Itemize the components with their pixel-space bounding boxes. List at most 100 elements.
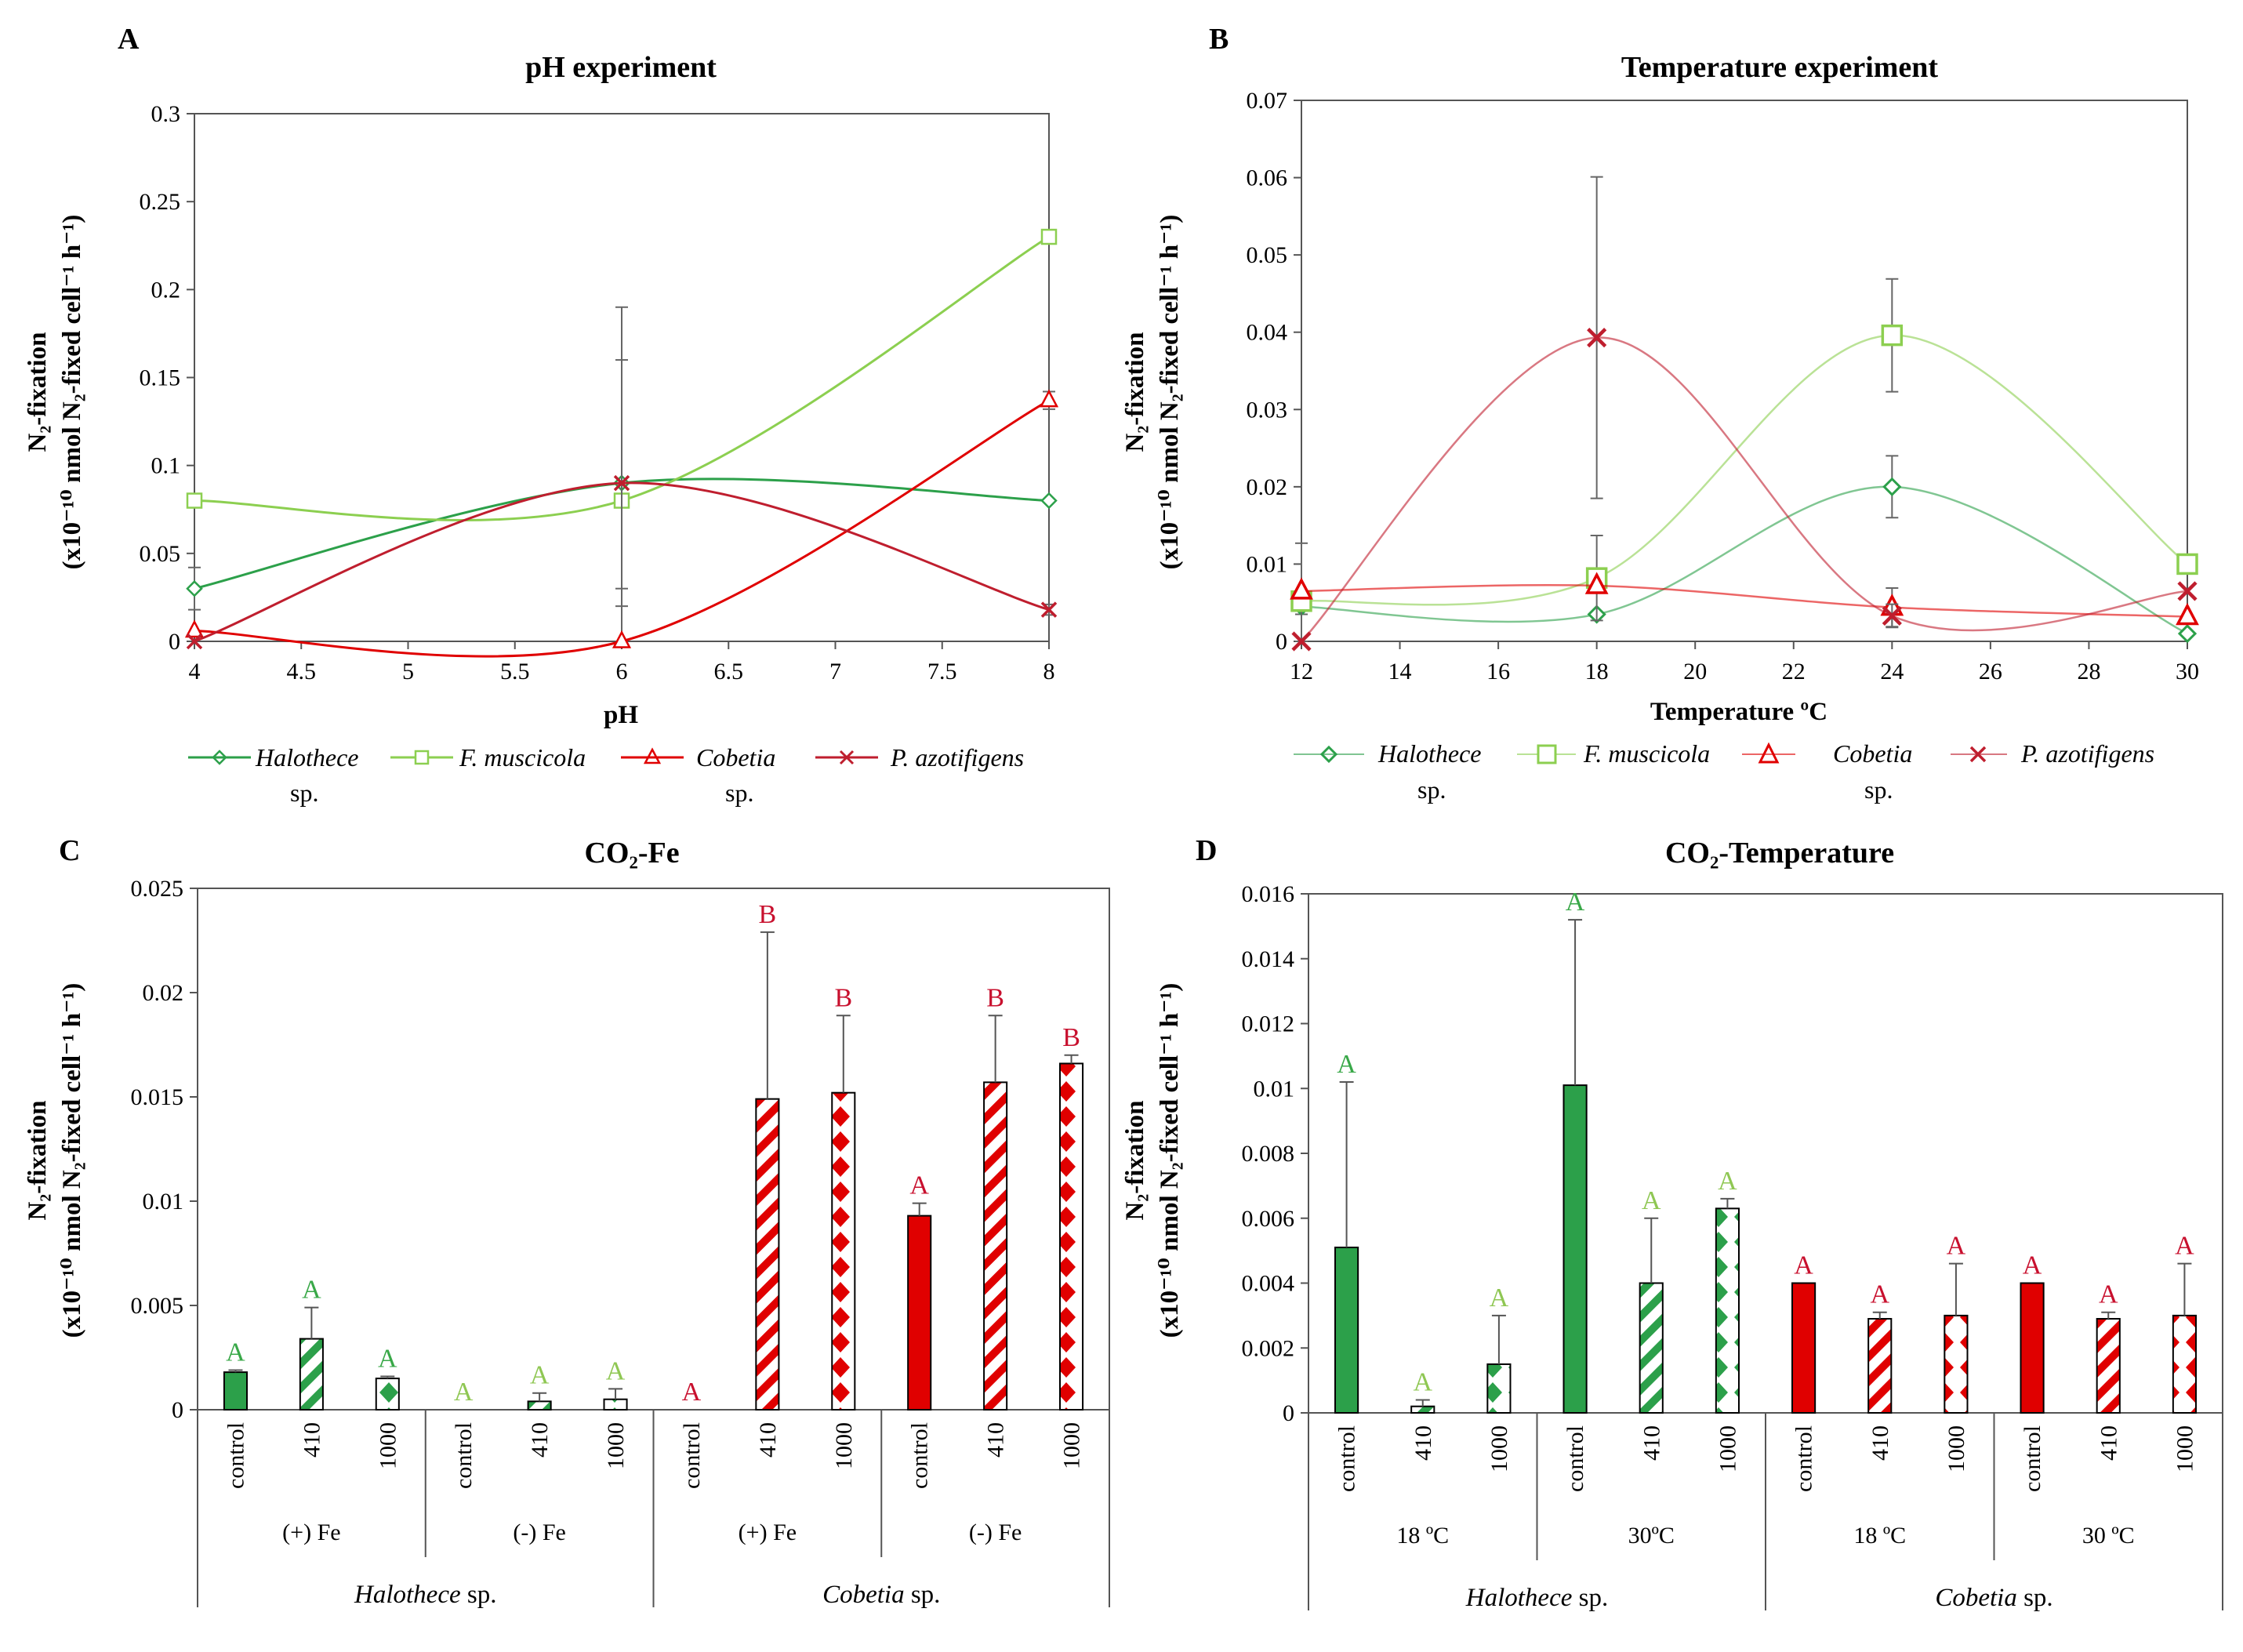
y-tick-label: 0.02 bbox=[143, 980, 184, 1006]
significance-letter: B bbox=[1062, 1023, 1080, 1052]
y-tick-label: 0.3 bbox=[151, 101, 181, 127]
y-axis-label-c: N₂-fixation (x10⁻¹⁰ nmol N₂-fixed cell⁻¹… bbox=[24, 983, 86, 1338]
x-category-label: 1000 bbox=[1059, 1422, 1085, 1469]
significance-letter: A bbox=[1490, 1283, 1509, 1313]
plot-area bbox=[1301, 100, 2188, 642]
data-point-marker bbox=[613, 474, 630, 492]
x-tick-label: 18 bbox=[1585, 659, 1609, 684]
group-label: 18 ºC bbox=[1396, 1523, 1449, 1549]
x-tick-label: 28 bbox=[2077, 659, 2100, 684]
data-point-marker bbox=[612, 630, 632, 648]
data-point-marker bbox=[1587, 328, 1607, 348]
y-tick-label: 0.04 bbox=[1247, 320, 1288, 346]
legend-label: Cobetia bbox=[696, 743, 775, 772]
x-tick-label: 12 bbox=[1290, 659, 1313, 684]
y-axis-label-line2: (x10⁻¹⁰ nmol N₂-fixed cell⁻¹ h⁻¹) bbox=[1156, 983, 1184, 1338]
data-point-marker bbox=[2176, 602, 2199, 626]
group-label: (-) Fe bbox=[969, 1519, 1022, 1545]
bar bbox=[603, 1398, 628, 1411]
legend-b: Halothece sp. F. muscicola Cobetia sp. P… bbox=[1294, 739, 2154, 804]
legend-a: Halothece sp. F. muscicola Cobetia sp. P… bbox=[188, 743, 1024, 807]
bar bbox=[375, 1378, 400, 1411]
significance-letter: A bbox=[1947, 1232, 1966, 1261]
x-tick-label: 8 bbox=[1043, 659, 1055, 684]
data-point-marker bbox=[1291, 631, 1312, 652]
significance-letter: A bbox=[606, 1356, 626, 1385]
series-line bbox=[1301, 584, 2188, 618]
x-axis-label-a: pH bbox=[604, 701, 638, 729]
legend-item-p-azotifigens: P. azotifigens bbox=[815, 743, 1024, 772]
significance-letter: B bbox=[986, 983, 1004, 1012]
y-tick-label: 0.008 bbox=[1242, 1141, 1295, 1167]
legend-item-f-muscicola: F. muscicola bbox=[390, 743, 586, 772]
data-point-marker bbox=[1882, 477, 1902, 496]
significance-letter: A bbox=[302, 1276, 321, 1305]
significance-letter: A bbox=[909, 1171, 929, 1200]
legend-suffix: sp. bbox=[725, 779, 753, 807]
data-point-marker bbox=[1039, 389, 1059, 408]
chart-title-b: Temperature experiment bbox=[1621, 51, 1939, 84]
x-axis-label-b: Temperature ºC bbox=[1650, 698, 1827, 726]
x-category-label: control bbox=[907, 1422, 933, 1489]
y-tick-label: 0.05 bbox=[140, 541, 181, 567]
significance-letter: A bbox=[2099, 1280, 2118, 1309]
bar bbox=[831, 1091, 856, 1411]
y-axis-label-d: N₂-fixation (x10⁻¹⁰ nmol N₂-fixed cell⁻¹… bbox=[1121, 983, 1184, 1338]
data-point-marker bbox=[2176, 553, 2198, 575]
bar bbox=[2096, 1318, 2121, 1414]
x-category-label: 1000 bbox=[1486, 1425, 1512, 1472]
x-category-label: control bbox=[451, 1422, 477, 1489]
data-point-marker bbox=[1881, 324, 1904, 347]
x-category-label: control bbox=[1562, 1425, 1588, 1492]
significance-letter: B bbox=[759, 900, 777, 929]
x-tick-label: 5.5 bbox=[500, 659, 530, 684]
species-group-label: Halothece sp. bbox=[1465, 1584, 1608, 1612]
y-tick-label: 0.005 bbox=[131, 1293, 184, 1319]
x-tick-label: 4 bbox=[189, 659, 201, 684]
legend-label: Cobetia bbox=[1833, 739, 1912, 768]
x-tick-label: 30 bbox=[2176, 659, 2199, 684]
y-tick-label: 0.004 bbox=[1242, 1271, 1295, 1297]
x-category-label: control bbox=[1791, 1425, 1817, 1492]
significance-letter: A bbox=[1413, 1367, 1432, 1396]
chart-title-c: CO₂-Fe bbox=[584, 837, 679, 870]
significance-letter: A bbox=[682, 1378, 702, 1407]
y-tick-label: 0.02 bbox=[1247, 474, 1288, 500]
significance-letter: A bbox=[378, 1344, 397, 1373]
bar bbox=[1410, 1405, 1435, 1414]
y-tick-label: 0.15 bbox=[140, 365, 181, 391]
y-axis-label-line2: (x10⁻¹⁰ nmol N₂-fixed cell⁻¹ h⁻¹) bbox=[58, 983, 86, 1338]
bar bbox=[299, 1338, 324, 1411]
y-axis-label-line1: N₂-fixation bbox=[1121, 1101, 1149, 1221]
y-tick-label: 0.06 bbox=[1247, 165, 1288, 191]
legend-suffix: sp. bbox=[1417, 775, 1446, 804]
plot-area bbox=[1308, 893, 2223, 1414]
x-tick-label: 22 bbox=[1782, 659, 1806, 684]
x-tick-label: 14 bbox=[1388, 659, 1412, 684]
bar bbox=[983, 1081, 1008, 1411]
y-tick-label: 0.25 bbox=[140, 189, 181, 215]
data-point-marker bbox=[2177, 624, 2198, 644]
x-tick-label: 6.5 bbox=[714, 659, 744, 684]
y-tick-label: 0.016 bbox=[1242, 881, 1295, 907]
x-tick-label: 24 bbox=[1880, 659, 1904, 684]
significance-letter: A bbox=[1337, 1050, 1356, 1079]
bar bbox=[527, 1400, 552, 1411]
y-axis-label-line1: N₂-fixation bbox=[24, 332, 52, 452]
x-category-label: 410 bbox=[983, 1422, 1009, 1458]
series-line bbox=[1301, 334, 2188, 606]
legend-label: F. muscicola bbox=[1583, 739, 1710, 768]
x-tick-label: 7 bbox=[829, 659, 841, 684]
y-axis-label-line1: N₂-fixation bbox=[24, 1101, 52, 1221]
y-tick-label: 0 bbox=[169, 629, 180, 655]
y-tick-label: 0.07 bbox=[1247, 88, 1288, 114]
significance-letter: A bbox=[2023, 1251, 2042, 1280]
bar bbox=[1334, 1246, 1359, 1414]
y-tick-label: 0.03 bbox=[1247, 397, 1288, 423]
data-point-marker bbox=[1882, 605, 1902, 626]
x-category-label: 410 bbox=[1410, 1425, 1436, 1461]
species-group-label: Cobetia sp. bbox=[1935, 1584, 2052, 1612]
group-label: 30ºC bbox=[1628, 1523, 1675, 1549]
significance-letter: A bbox=[1566, 888, 1585, 917]
x-category-label: control bbox=[1334, 1425, 1360, 1492]
